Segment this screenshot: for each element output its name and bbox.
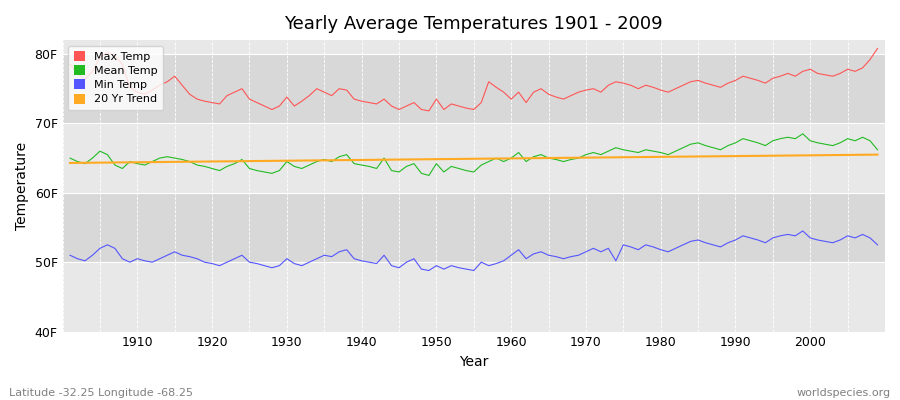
Bar: [62, 262, 885, 332]
Y-axis label: Temperature: Temperature: [15, 142, 29, 230]
Text: worldspecies.org: worldspecies.org: [796, 388, 891, 398]
Legend: Max Temp, Mean Temp, Min Temp, 20 Yr Trend: Max Temp, Mean Temp, Min Temp, 20 Yr Tre…: [68, 46, 163, 110]
X-axis label: Year: Year: [459, 355, 489, 369]
Text: Latitude -32.25 Longitude -68.25: Latitude -32.25 Longitude -68.25: [9, 388, 193, 398]
Bar: [62, 123, 885, 193]
Bar: [62, 193, 885, 262]
Title: Yearly Average Temperatures 1901 - 2009: Yearly Average Temperatures 1901 - 2009: [284, 15, 663, 33]
Bar: [62, 54, 885, 123]
